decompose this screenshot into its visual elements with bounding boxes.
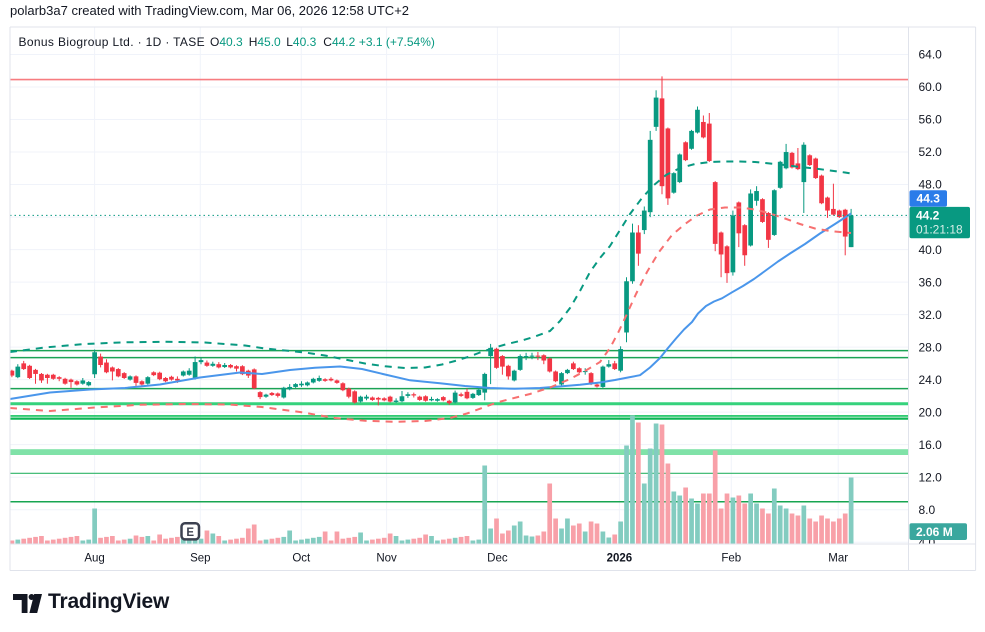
svg-text:44.2: 44.2: [916, 209, 940, 223]
svg-text:Mar: Mar: [828, 553, 848, 565]
svg-text:60.0: 60.0: [919, 80, 943, 94]
svg-text:Feb: Feb: [721, 553, 741, 565]
svg-text:Oct: Oct: [292, 553, 311, 565]
svg-text:01:21:18: 01:21:18: [916, 223, 963, 237]
svg-text:Sep: Sep: [190, 553, 210, 565]
svg-text:36.0: 36.0: [919, 275, 943, 289]
svg-text:40.0: 40.0: [919, 243, 943, 257]
svg-text:8.0: 8.0: [919, 503, 936, 517]
svg-text:16.0: 16.0: [919, 438, 943, 452]
svg-text:44.3: 44.3: [917, 192, 941, 206]
svg-text:56.0: 56.0: [919, 113, 943, 127]
svg-text:E: E: [186, 527, 194, 539]
svg-text:12.0: 12.0: [919, 470, 943, 484]
svg-text:32.0: 32.0: [919, 308, 943, 322]
svg-text:20.0: 20.0: [919, 405, 943, 419]
svg-text:Dec: Dec: [487, 553, 508, 565]
svg-text:48.0: 48.0: [919, 178, 943, 192]
svg-text:Nov: Nov: [376, 553, 397, 565]
svg-text:24.0: 24.0: [919, 373, 943, 387]
svg-text:28.0: 28.0: [919, 340, 943, 354]
svg-text:52.0: 52.0: [919, 145, 943, 159]
svg-text:Aug: Aug: [84, 553, 104, 565]
svg-text:2.06 M: 2.06 M: [916, 525, 953, 539]
svg-text:64.0: 64.0: [919, 48, 943, 62]
svg-text:2026: 2026: [607, 553, 633, 565]
